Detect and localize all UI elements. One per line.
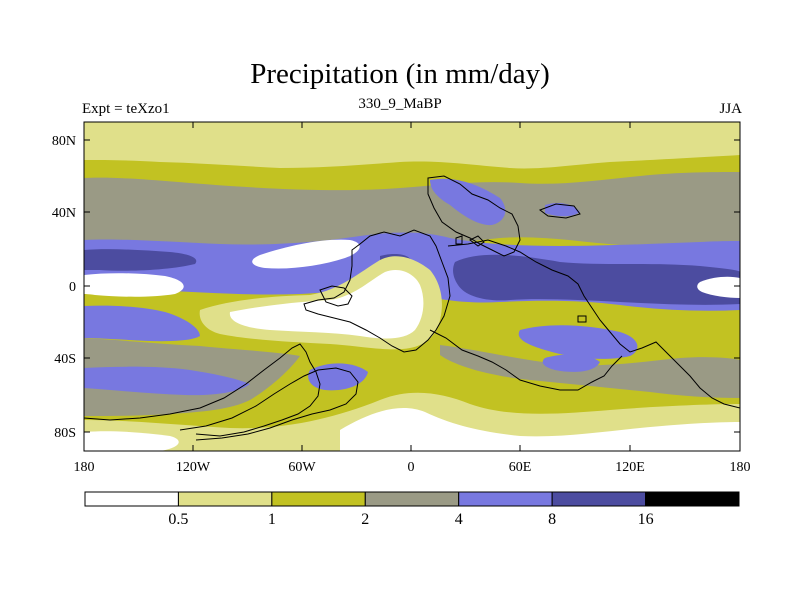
band-4-8-stropics (84, 305, 200, 342)
colorbar-segment (177, 491, 273, 507)
colorbar-segment (458, 491, 553, 507)
coast-sw-inner (179, 367, 359, 441)
season-label: JJA (719, 101, 742, 117)
colorbar-segment (645, 491, 740, 507)
colorbar-segment (551, 491, 647, 507)
colorbar-label: 0.5 (168, 511, 188, 528)
experiment-label: Expt = teXzo1 (82, 101, 170, 117)
latitude-axis: 80N 40N 0 40S 80S (52, 134, 740, 441)
band-2-4-north (84, 172, 740, 254)
band-8-16-monsoon (453, 254, 740, 305)
colorbar-label: 4 (455, 511, 463, 528)
continent-outlines (84, 175, 740, 441)
lon-tick-label: 60W (288, 460, 316, 475)
coast-sw (84, 343, 321, 437)
band-lt-0.5-south (340, 408, 740, 451)
lon-tick-label: 0 (408, 460, 415, 475)
coast-central (303, 229, 451, 353)
coast-west (319, 285, 353, 307)
plot-title: Precipitation (in mm/day) (250, 58, 550, 90)
colorbar: 0.5 1 2 4 8 16 (84, 491, 740, 528)
colorbar-segment (84, 491, 179, 507)
coast-australia (429, 329, 623, 391)
colorbar-segment (271, 491, 366, 507)
lon-tick-label: 180 (74, 460, 95, 475)
coast-asia-east (447, 239, 740, 409)
lat-tick-label: 0 (69, 280, 76, 295)
band-4-8-asia (430, 178, 506, 226)
lat-tick-label: 40N (52, 206, 76, 221)
band-lt-0.5-central (229, 269, 424, 339)
band-lt-0.5-equator-west (84, 273, 184, 297)
band-4-8-sw (308, 363, 368, 391)
band-lt-0.5-nafrica (252, 239, 360, 269)
band-4-8-stormtrack (84, 366, 250, 396)
band-0.5-1-north (84, 122, 740, 169)
time-label: 330_9_MaBP (358, 96, 442, 112)
colorbar-label: 16 (638, 511, 654, 528)
coast-eurasia (427, 175, 521, 257)
lon-tick-label: 120W (176, 460, 211, 475)
band-2-4-south-east (440, 345, 740, 398)
coast-islands (455, 203, 587, 323)
colorbar-segment (364, 491, 460, 507)
band-8-16-westpac (84, 249, 197, 271)
band-4-8-pacific-nw (545, 202, 580, 217)
band-lt-0.5-equator-east (697, 276, 740, 298)
precip-field (84, 122, 740, 451)
lat-tick-label: 40S (54, 352, 76, 367)
lon-tick-label: 180 (730, 460, 751, 475)
lat-tick-label: 80S (54, 426, 76, 441)
lat-tick-label: 80N (52, 134, 76, 149)
colorbar-label: 8 (548, 511, 556, 528)
band-4-8-indian-south (518, 325, 638, 359)
band-lt-0.5-southwest (84, 431, 179, 451)
lon-tick-label: 120E (615, 460, 645, 475)
longitude-axis: 180 120W 60W 0 60E 120E 180 (74, 122, 751, 475)
band-4-8-south-east (542, 354, 600, 372)
colorbar-label: 2 (361, 511, 369, 528)
lon-tick-label: 60E (509, 460, 532, 475)
colorbar-label: 1 (268, 511, 276, 528)
